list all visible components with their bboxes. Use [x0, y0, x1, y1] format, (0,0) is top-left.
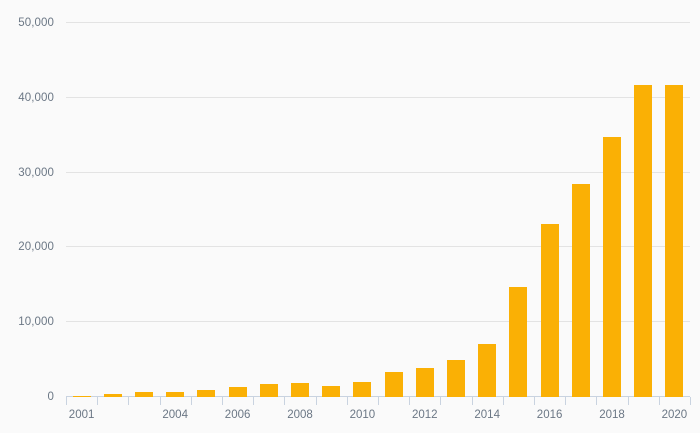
bar[interactable] — [571, 183, 590, 397]
gridline — [66, 96, 690, 98]
x-axis-tick — [565, 397, 567, 405]
x-axis-tick-label: 2012 — [412, 409, 438, 421]
bar-slot — [97, 23, 128, 397]
x-axis-tick — [690, 397, 691, 405]
x-axis-tick — [128, 397, 130, 405]
bar[interactable] — [353, 382, 372, 397]
bar-slot — [347, 23, 378, 397]
x-axis-tick — [534, 397, 535, 405]
y-axis-tick-label: 50,000 — [18, 17, 54, 29]
x-axis-tick — [346, 397, 348, 405]
bar-slot — [409, 23, 440, 397]
bar-slot — [440, 23, 471, 397]
x-axis-tick-label: 2018 — [599, 409, 625, 421]
x-axis-tick — [378, 397, 379, 405]
bar-slot — [565, 23, 596, 397]
bar-slot — [284, 23, 315, 397]
bar-slot — [222, 23, 253, 397]
bar[interactable] — [166, 391, 185, 397]
bar-slot — [503, 23, 534, 397]
bar-slot — [128, 23, 159, 397]
y-axis-tick-label: 30,000 — [18, 166, 54, 179]
x-axis: 2001 2004 2006 2008 2010 2012 2014 2016 2018 2020 — [66, 397, 691, 421]
x-axis-tick — [627, 397, 629, 405]
bar-slot — [191, 23, 222, 397]
x-axis-tick-label: 2020 — [661, 409, 688, 421]
bar-slot — [66, 23, 97, 397]
x-axis-tick-label: 2010 — [349, 409, 376, 421]
bar-slot — [253, 23, 284, 397]
bar[interactable] — [540, 224, 559, 397]
x-axis-tick — [471, 397, 473, 405]
bar[interactable] — [197, 389, 216, 397]
bar[interactable] — [290, 383, 310, 397]
bar-slot — [628, 23, 659, 397]
bar[interactable] — [322, 385, 341, 397]
x-axis-tick-label: 2016 — [536, 409, 563, 421]
bar-slot — [378, 23, 409, 397]
x-axis-tick — [284, 397, 286, 405]
bar[interactable] — [72, 395, 91, 397]
bar-slot — [534, 23, 565, 397]
bar[interactable] — [446, 359, 466, 397]
bar-slot — [659, 23, 690, 397]
gridline — [66, 22, 690, 23]
x-axis-tick — [222, 397, 223, 405]
x-axis-tick-label: 2006 — [224, 409, 251, 421]
x-axis-tick — [596, 397, 598, 405]
x-axis-tick — [97, 397, 99, 405]
x-axis-tick — [66, 397, 67, 405]
bar[interactable] — [134, 392, 154, 397]
x-axis-tick — [253, 397, 255, 405]
x-axis-tick — [190, 397, 192, 405]
gridline — [66, 171, 690, 173]
bar-slot — [472, 23, 503, 397]
x-axis-tick — [409, 397, 411, 405]
bar-slot — [160, 23, 191, 397]
bar[interactable] — [634, 85, 653, 397]
bar[interactable] — [478, 343, 497, 397]
x-axis-tick — [440, 397, 442, 405]
x-axis-tick-label: 2008 — [287, 409, 313, 421]
y-axis-tick-label: 20,000 — [18, 241, 54, 254]
x-axis-tick — [315, 397, 317, 405]
bar[interactable] — [665, 85, 684, 397]
bar-slot — [316, 23, 347, 397]
bar[interactable] — [103, 394, 122, 397]
x-axis-tick — [658, 397, 660, 405]
gridline — [66, 246, 690, 248]
bar[interactable] — [384, 372, 403, 397]
y-axis-tick-label: 40,000 — [18, 91, 54, 104]
axis-baseline — [66, 396, 690, 397]
bar-slot — [596, 23, 627, 397]
x-axis-tick-label: 2014 — [474, 409, 500, 421]
bar[interactable] — [228, 386, 247, 397]
x-axis-tick — [502, 397, 504, 405]
bar-series — [66, 23, 690, 397]
bar[interactable] — [259, 384, 278, 397]
x-axis-tick-label: 2001 — [68, 409, 95, 421]
x-axis-tick-label: 2004 — [162, 409, 188, 421]
bar[interactable] — [509, 287, 528, 397]
y-axis-tick-label: 0 — [47, 391, 54, 403]
bar[interactable] — [415, 367, 434, 397]
bar[interactable] — [602, 136, 622, 397]
y-axis-tick-label: 10,000 — [18, 316, 54, 329]
gridline — [66, 321, 690, 323]
plot-area — [66, 22, 690, 397]
x-axis-tick — [159, 397, 161, 405]
